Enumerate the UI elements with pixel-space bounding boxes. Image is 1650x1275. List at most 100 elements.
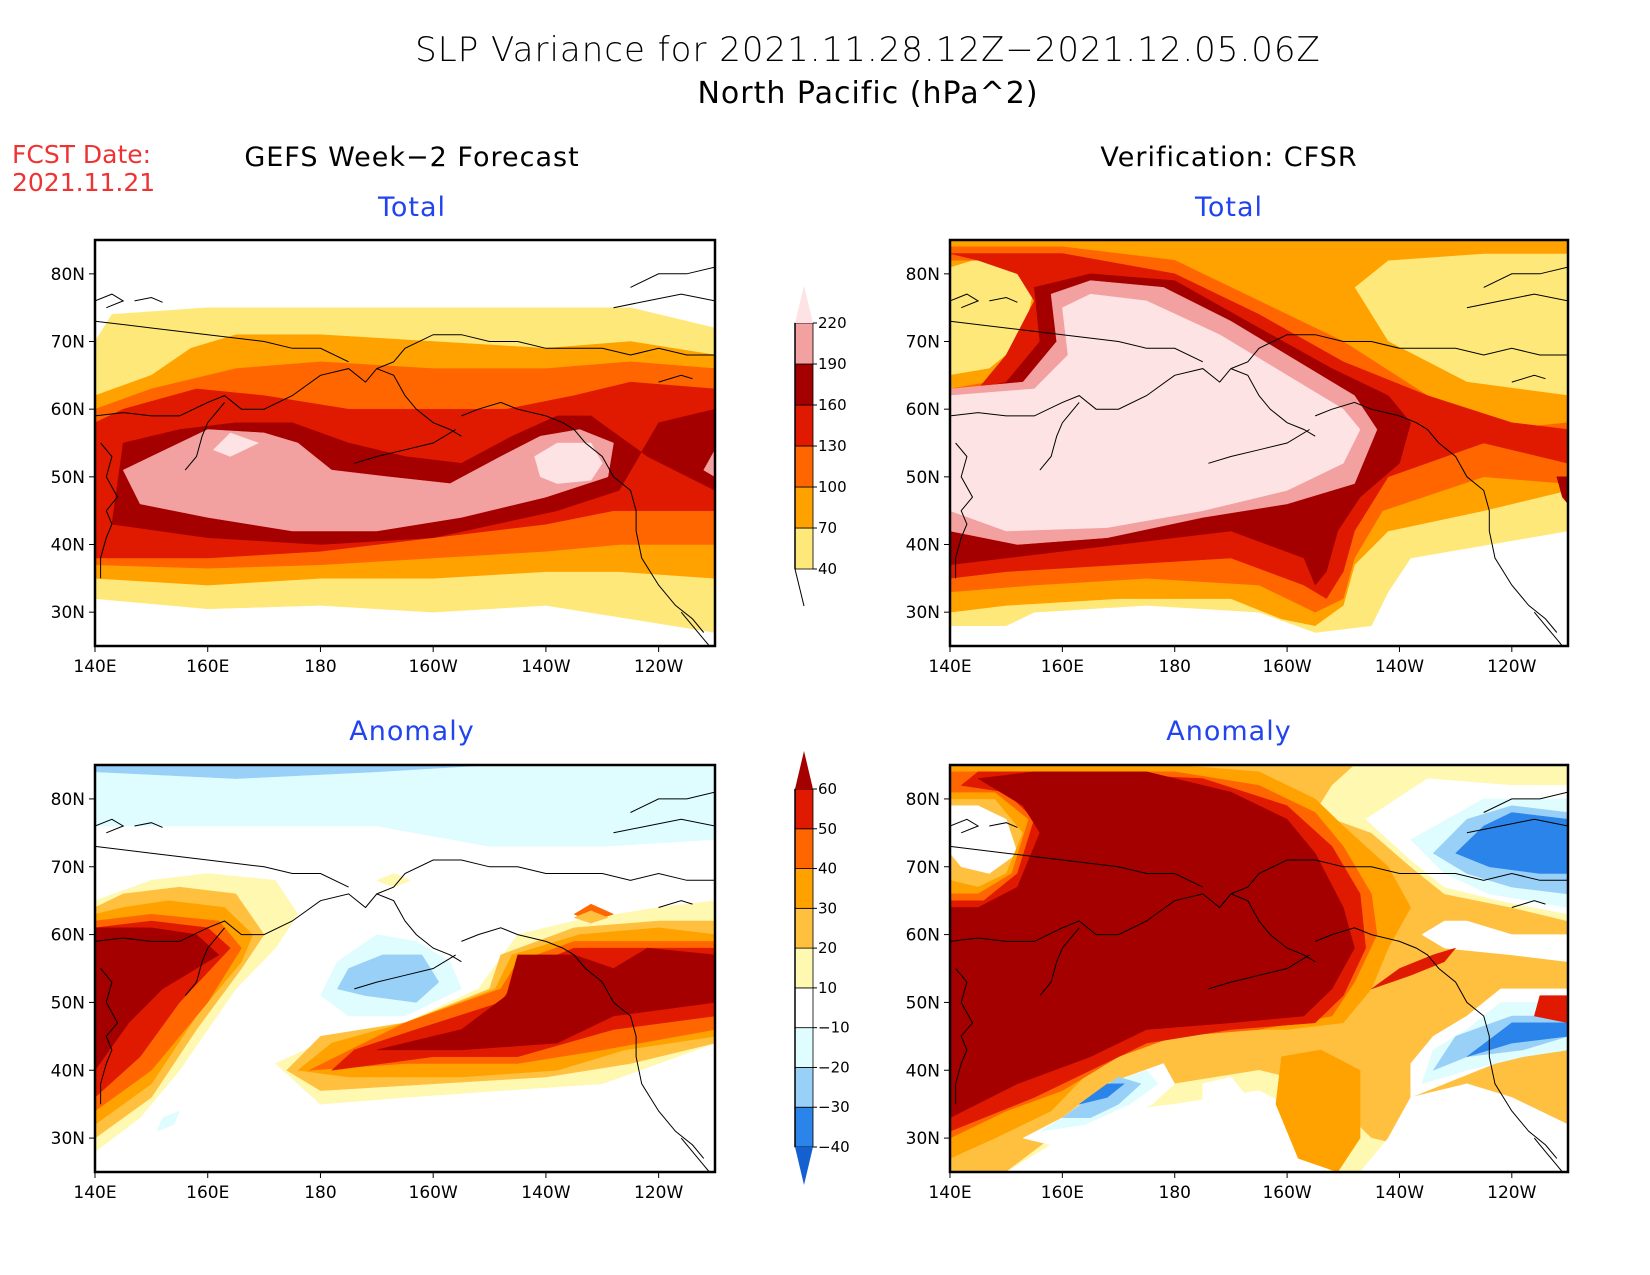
- colorbar-swatch: [794, 907, 814, 949]
- coastline: [658, 900, 693, 908]
- coastline: [1466, 818, 1568, 834]
- y-tick-label: 40N: [51, 536, 85, 556]
- colorbar-tick-label: 60: [818, 780, 837, 798]
- coastline: [950, 818, 980, 834]
- colorbar-swatch: [794, 788, 814, 830]
- colorbar-swatch: [794, 445, 814, 488]
- coastline: [376, 334, 715, 370]
- colorbar-tick-label: −10: [818, 1019, 850, 1037]
- colorbar-swatch: [794, 363, 814, 406]
- panel-title-cfsr-total: Total: [1194, 192, 1264, 223]
- coastline: [1208, 429, 1310, 464]
- coastline: [100, 442, 119, 579]
- colorbar-swatch: [794, 527, 814, 570]
- x-tick-label: 120W: [634, 1183, 683, 1203]
- contour-region-level-1: [1078, 1083, 1125, 1105]
- coastline: [955, 442, 974, 579]
- map-frame: [948, 763, 1570, 1174]
- coastline: [95, 893, 462, 963]
- colorbar-swatch: [794, 947, 814, 989]
- contour-region-level-4: [1421, 920, 1568, 962]
- contour-region-level-7: [1275, 1049, 1361, 1172]
- colorbar-tick-label: −40: [818, 1138, 850, 1156]
- contour-region-level-6: [534, 442, 603, 484]
- coastline: [461, 401, 705, 633]
- colorbar-swatch: [794, 987, 814, 1029]
- colorbar-anomaly_colorbar: −40 −30 −20 −10 10 20 30 40 50 60: [794, 751, 850, 1185]
- coastline: [1511, 374, 1546, 383]
- fcst-date-label: FCST Date:: [12, 140, 152, 169]
- colorbar-tick-label: 50: [818, 820, 837, 838]
- colorbar-extend-outline: [794, 568, 805, 607]
- coastline: [1511, 900, 1546, 908]
- x-tick-label: 180: [1159, 657, 1191, 677]
- colorbar-tick-label: 130: [818, 437, 847, 455]
- contour-region-level-1: [1455, 812, 1568, 874]
- x-tick-label: 140E: [928, 657, 971, 677]
- y-tick-label: 70N: [51, 858, 85, 878]
- y-tick-label: 60N: [51, 926, 85, 946]
- map-panel-gefs_total: 140E 160E 180 160W 140W 120W 30N 40N 50N 60N 70N 80…: [51, 238, 717, 677]
- colorbar-tick-label: −20: [818, 1058, 850, 1076]
- panel-title-cfsr-anomaly: Anomaly: [1166, 716, 1292, 747]
- map-panel-gefs_anomaly: 140E 160E 180 160W 140W 120W 30N 40N 50N 60N 70N 80…: [51, 763, 717, 1203]
- coastline: [989, 296, 1018, 303]
- x-tick-label: 160E: [1041, 657, 1084, 677]
- contour-region-level-9: [1371, 947, 1456, 990]
- x-tick-label: 140W: [1375, 1183, 1424, 1203]
- y-tick-label: 50N: [906, 993, 940, 1013]
- coastline: [376, 859, 715, 895]
- contour-region-level-3: [95, 765, 715, 847]
- coastline: [95, 845, 349, 888]
- map-frame: [948, 238, 1570, 648]
- coastline: [1230, 334, 1568, 370]
- y-tick-label: 40N: [906, 1061, 940, 1081]
- coastline: [658, 374, 693, 383]
- x-tick-label: 160E: [186, 657, 229, 677]
- y-tick-label: 80N: [906, 790, 940, 810]
- x-tick-label: 160W: [409, 657, 458, 677]
- coastline: [950, 893, 1316, 963]
- contour-region-level-4: [950, 805, 1018, 874]
- coastline: [1483, 266, 1568, 288]
- x-tick-label: 120W: [1487, 1183, 1536, 1203]
- contour-region-level-9: [1534, 995, 1568, 1024]
- contour-region-level-2: [337, 954, 440, 1003]
- coastline: [134, 296, 163, 303]
- colorbar-tick-label: 20: [818, 939, 837, 957]
- y-tick-label: 60N: [906, 400, 940, 420]
- contour-region-level-5: [122, 429, 614, 532]
- colorbar-tick-label: −30: [818, 1098, 850, 1116]
- contour-region-level-6: [573, 910, 609, 924]
- coastline: [955, 968, 974, 1105]
- colorbar-tick-label: 190: [818, 355, 847, 373]
- contour-region-level-10: [376, 947, 715, 1051]
- coastline: [100, 968, 119, 1105]
- x-tick-label: 120W: [1487, 657, 1536, 677]
- colorbar-tick-label: 40: [818, 560, 837, 578]
- colorbar-extend-max: [795, 751, 813, 789]
- colorbar-swatch: [794, 868, 814, 909]
- contour-region-level-6: [213, 432, 259, 457]
- contour-region-level-1: [1466, 1022, 1568, 1057]
- coastline: [1208, 954, 1310, 990]
- colorbar-tick-label: 100: [818, 478, 847, 496]
- x-tick-label: 160W: [409, 1183, 458, 1203]
- y-tick-label: 30N: [51, 1129, 85, 1149]
- coastline: [950, 293, 980, 309]
- x-tick-label: 140E: [73, 657, 116, 677]
- column-title-cfsr: Verification: CFSR: [1100, 142, 1358, 173]
- contour-region-level-5: [703, 449, 715, 478]
- y-tick-label: 60N: [51, 400, 85, 420]
- y-tick-label: 70N: [51, 333, 85, 353]
- x-tick-label: 160E: [186, 1183, 229, 1203]
- coastline: [354, 429, 456, 464]
- colorbar-swatch: [794, 1106, 814, 1148]
- coastline: [95, 293, 125, 309]
- colorbar-swatch: [794, 404, 814, 447]
- coastline: [1039, 927, 1080, 996]
- coastline: [1483, 791, 1568, 813]
- y-tick-label: 70N: [906, 333, 940, 353]
- coastline: [630, 791, 715, 813]
- coastline: [1533, 1137, 1563, 1172]
